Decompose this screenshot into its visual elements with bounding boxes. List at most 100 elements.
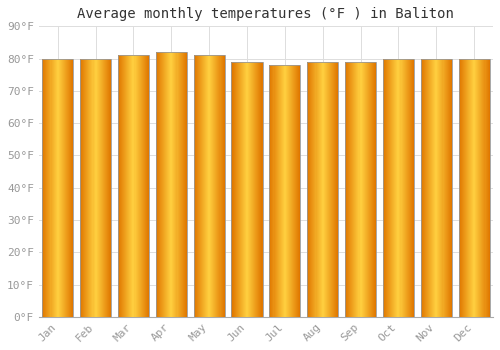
Bar <box>287 65 288 317</box>
Bar <box>308 62 310 317</box>
Bar <box>207 55 208 317</box>
Bar <box>140 55 141 317</box>
Bar <box>247 62 248 317</box>
Bar <box>81 58 82 317</box>
Bar <box>94 58 96 317</box>
Bar <box>178 52 180 317</box>
Bar <box>199 55 200 317</box>
Bar <box>291 65 292 317</box>
Bar <box>203 55 204 317</box>
Bar <box>433 58 434 317</box>
Bar <box>110 58 111 317</box>
Bar <box>194 55 196 317</box>
Bar <box>119 55 120 317</box>
Bar <box>201 55 202 317</box>
Bar <box>390 58 391 317</box>
Bar <box>329 62 330 317</box>
Bar <box>349 62 350 317</box>
Bar <box>310 62 312 317</box>
Bar <box>238 62 240 317</box>
Bar <box>430 58 431 317</box>
Bar <box>98 58 100 317</box>
Bar <box>345 62 376 317</box>
Bar <box>370 62 371 317</box>
Bar <box>103 58 104 317</box>
Bar <box>446 58 448 317</box>
Bar <box>472 58 473 317</box>
Bar <box>286 65 287 317</box>
Bar <box>330 62 331 317</box>
Bar <box>334 62 335 317</box>
Bar <box>118 55 149 317</box>
Bar <box>147 55 148 317</box>
Bar <box>160 52 161 317</box>
Bar <box>383 58 414 317</box>
Bar <box>327 62 328 317</box>
Bar <box>54 58 56 317</box>
Bar <box>316 62 318 317</box>
Bar <box>464 58 465 317</box>
Bar <box>108 58 109 317</box>
Bar <box>375 62 376 317</box>
Bar <box>467 58 468 317</box>
Bar <box>421 58 452 317</box>
Bar <box>211 55 212 317</box>
Bar <box>432 58 433 317</box>
Bar <box>290 65 291 317</box>
Bar <box>387 58 388 317</box>
Bar <box>482 58 484 317</box>
Bar <box>167 52 168 317</box>
Bar <box>220 55 222 317</box>
Bar <box>314 62 316 317</box>
Bar <box>442 58 444 317</box>
Bar <box>250 62 251 317</box>
Bar <box>282 65 283 317</box>
Bar <box>80 58 111 317</box>
Bar <box>136 55 138 317</box>
Bar <box>210 55 211 317</box>
Bar <box>244 62 245 317</box>
Bar <box>347 62 348 317</box>
Bar <box>158 52 159 317</box>
Bar <box>109 58 110 317</box>
Bar <box>366 62 367 317</box>
Bar <box>307 62 338 317</box>
Bar <box>460 58 462 317</box>
Bar <box>284 65 285 317</box>
Bar <box>50 58 51 317</box>
Bar <box>118 55 119 317</box>
Bar <box>272 65 274 317</box>
Bar <box>69 58 70 317</box>
Bar <box>182 52 184 317</box>
Bar <box>44 58 46 317</box>
Bar <box>120 55 121 317</box>
Bar <box>241 62 242 317</box>
Bar <box>232 62 234 317</box>
Bar <box>465 58 466 317</box>
Bar <box>451 58 452 317</box>
Bar <box>429 58 430 317</box>
Bar <box>209 55 210 317</box>
Bar <box>72 58 74 317</box>
Bar <box>426 58 427 317</box>
Bar <box>100 58 101 317</box>
Bar <box>252 62 253 317</box>
Bar <box>280 65 282 317</box>
Bar <box>143 55 144 317</box>
Bar <box>96 58 98 317</box>
Bar <box>156 52 157 317</box>
Bar <box>166 52 167 317</box>
Bar <box>85 58 86 317</box>
Bar <box>56 58 58 317</box>
Bar <box>68 58 69 317</box>
Bar <box>270 65 272 317</box>
Bar <box>196 55 198 317</box>
Bar <box>243 62 244 317</box>
Bar <box>424 58 425 317</box>
Bar <box>368 62 369 317</box>
Bar <box>436 58 438 317</box>
Bar <box>84 58 85 317</box>
Bar <box>62 58 63 317</box>
Bar <box>242 62 243 317</box>
Bar <box>232 62 262 317</box>
